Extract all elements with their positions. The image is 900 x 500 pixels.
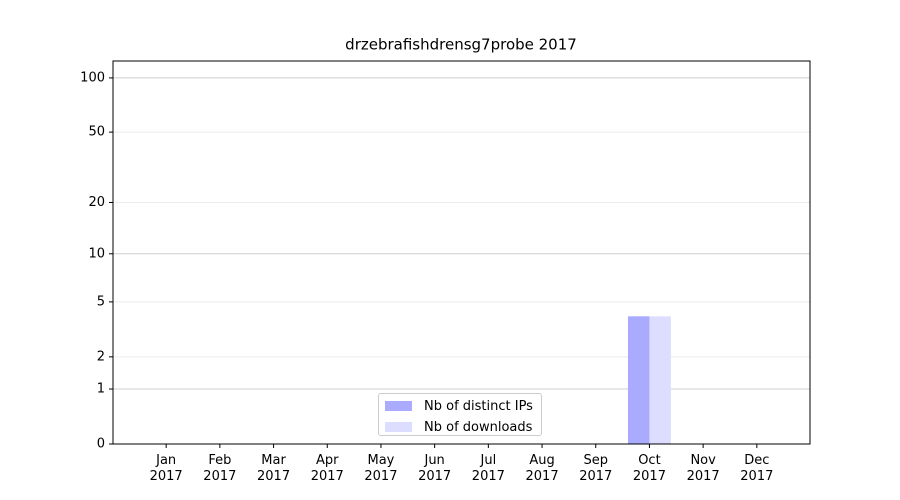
legend-item: Nb of downloads [385, 418, 532, 436]
legend-item: Nb of distinct IPs [385, 397, 533, 415]
x-tick-label: Mar 2017 [257, 453, 291, 484]
legend-swatch [385, 401, 412, 411]
x-tick-label: Oct 2017 [632, 453, 666, 484]
chart-title: drzebrafishdrensg7probe 2017 [345, 36, 577, 54]
x-tick-label: Dec 2017 [740, 453, 774, 484]
legend-swatch [385, 422, 412, 432]
legend-label: Nb of downloads [424, 419, 533, 435]
y-tick-label: 50 [88, 125, 105, 140]
x-tick-label: Nov 2017 [686, 453, 720, 484]
x-tick-label: Apr 2017 [310, 453, 344, 484]
y-tick-label: 5 [97, 294, 105, 309]
y-tick-label: 100 [80, 70, 105, 85]
legend: Nb of distinct IPs Nb of downloads [378, 393, 542, 436]
bar [649, 316, 671, 444]
x-tick-label: Aug 2017 [525, 453, 559, 484]
x-tick-label: Feb 2017 [203, 453, 237, 484]
bar [627, 316, 650, 444]
x-tick-label: Sep 2017 [579, 453, 613, 484]
x-tick-label: Jan 2017 [149, 453, 183, 484]
y-tick-label: 0 [97, 437, 105, 452]
y-tick-label: 10 [88, 246, 105, 261]
x-tick-label: Jul 2017 [471, 453, 505, 484]
y-tick-label: 1 [97, 382, 105, 397]
y-tick-label: 2 [97, 349, 105, 364]
x-tick-label: May 2017 [364, 453, 398, 484]
legend-label: Nb of distinct IPs [424, 398, 533, 414]
y-tick-label: 20 [88, 195, 105, 210]
plot-frame [112, 60, 811, 445]
x-tick-label: Jun 2017 [418, 453, 452, 484]
